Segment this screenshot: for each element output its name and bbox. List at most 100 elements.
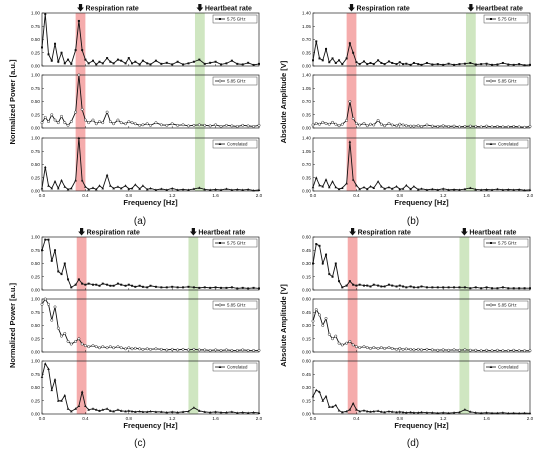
data-point <box>94 188 98 191</box>
data-point <box>453 63 456 66</box>
data-point <box>480 63 483 66</box>
data-point <box>338 59 341 62</box>
data-point <box>354 345 358 349</box>
data-point <box>108 345 112 349</box>
data-point <box>452 124 456 128</box>
data-point <box>252 348 256 352</box>
data-point <box>358 63 361 66</box>
band-heartbeat <box>194 13 205 191</box>
x-axis-title: Frequency [Hz] <box>123 421 178 430</box>
data-point <box>458 410 461 414</box>
data-point <box>351 343 355 347</box>
data-point <box>387 409 391 413</box>
data-point <box>176 411 179 414</box>
data-point <box>133 346 137 350</box>
data-point <box>324 317 328 320</box>
chart-panel-d: Respiration rate Heartbeat rate0.000.150.… <box>279 228 534 449</box>
data-point <box>348 408 352 411</box>
data-point <box>105 407 109 410</box>
legend-marker <box>218 365 222 368</box>
data-point <box>84 404 87 408</box>
data-point <box>362 345 366 349</box>
data-point <box>138 187 141 190</box>
data-point <box>447 411 450 415</box>
data-point <box>203 410 207 413</box>
data-point <box>112 122 116 126</box>
data-point <box>241 286 244 289</box>
data-point <box>331 120 334 124</box>
data-point <box>334 334 338 338</box>
data-point <box>334 122 338 126</box>
data-point <box>41 46 43 49</box>
data-point <box>480 287 483 290</box>
data-point <box>463 348 467 352</box>
data-point <box>141 410 145 413</box>
data-point <box>197 123 201 127</box>
legend-label: Correlated <box>227 365 248 370</box>
series-line <box>41 74 260 127</box>
data-point <box>70 62 73 65</box>
data-point <box>436 348 440 352</box>
data-point <box>441 348 445 352</box>
data-point <box>109 409 112 412</box>
legend-label: 5.75 GHz <box>227 17 246 22</box>
data-point <box>214 348 218 352</box>
subplot-3: 0.00 0.15 0.30 0.45 0.60 0.0 0.4 0.8 1.2 1.6 2.0 Co… <box>302 359 534 421</box>
data-point <box>230 348 234 352</box>
data-point <box>474 348 478 352</box>
data-point <box>187 188 190 191</box>
data-point <box>401 187 405 190</box>
data-point <box>366 284 369 287</box>
data-point <box>160 62 163 65</box>
down-arrow-icon <box>467 4 475 12</box>
data-point <box>517 188 521 191</box>
series-line <box>312 41 531 66</box>
data-point <box>81 49 84 52</box>
data-point <box>383 410 386 414</box>
data-point <box>369 122 372 126</box>
data-point <box>431 286 434 289</box>
data-point <box>430 124 434 128</box>
data-point <box>469 186 472 189</box>
data-point <box>379 122 383 126</box>
data-point <box>501 188 505 191</box>
data-point <box>112 186 115 190</box>
data-point <box>98 284 101 287</box>
data-point <box>334 61 337 64</box>
data-point <box>134 285 137 288</box>
data-point <box>474 411 478 414</box>
data-point <box>47 120 50 124</box>
data-point <box>219 124 223 128</box>
data-point <box>383 187 386 190</box>
data-point <box>50 113 54 117</box>
data-point <box>138 63 141 66</box>
data-point <box>324 178 328 181</box>
data-point <box>225 62 228 65</box>
data-point <box>501 286 504 289</box>
data-point <box>257 348 261 352</box>
data-point <box>314 176 318 179</box>
data-point <box>452 188 456 191</box>
y-tick-label: 0.45 <box>302 372 311 377</box>
y-tick-label: 0.70 <box>302 162 311 167</box>
data-point <box>345 341 349 345</box>
data-point <box>44 13 47 16</box>
data-point <box>47 238 50 241</box>
data-point <box>436 63 439 66</box>
data-point <box>138 284 141 287</box>
data-point <box>120 283 123 286</box>
down-arrow-icon <box>196 4 204 12</box>
data-point <box>182 286 185 289</box>
data-point <box>101 186 105 190</box>
down-arrow-icon <box>460 228 468 236</box>
x-tick-label: 0.8 <box>397 416 404 421</box>
data-point <box>165 123 169 127</box>
data-point <box>485 348 489 352</box>
data-point <box>348 42 351 45</box>
data-point <box>376 409 380 412</box>
data-point <box>358 123 362 127</box>
data-point <box>387 122 391 125</box>
data-point <box>203 286 206 289</box>
subplot-3: 0.00 0.25 0.50 0.75 1.00 0.0 0.4 0.8 1.2 1.6 2.0 Co… <box>31 136 263 198</box>
data-point <box>528 411 532 415</box>
